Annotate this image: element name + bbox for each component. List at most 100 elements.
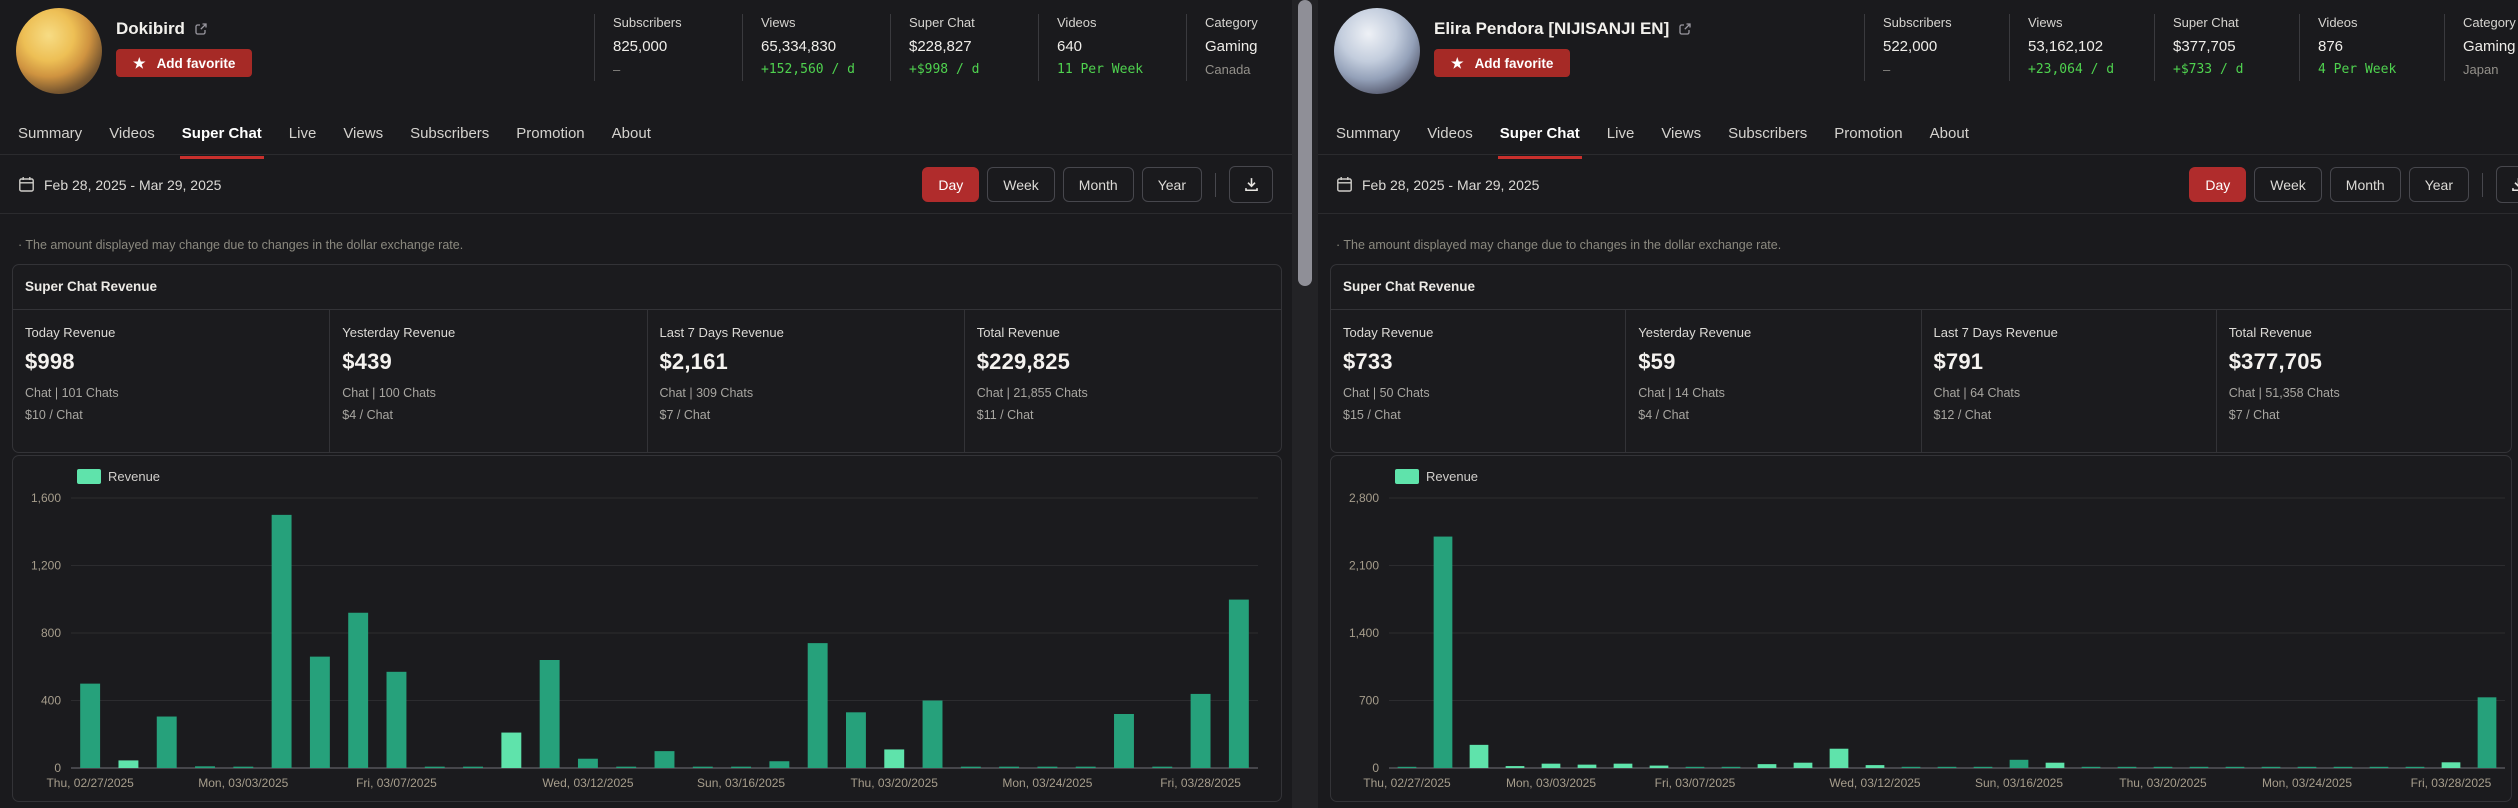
revenue-bar-03/16/2025[interactable] [731,767,751,768]
external-link-icon[interactable] [1678,22,1692,36]
revenue-bar-03/03/2025[interactable] [233,767,253,768]
scrollbar-thumb[interactable] [1298,0,1312,286]
tab-views[interactable]: Views [343,118,383,154]
revenue-bar-03/23/2025[interactable] [2262,767,2281,768]
tab-promotion[interactable]: Promotion [516,118,584,154]
range-button-week[interactable]: Week [987,167,1055,202]
range-button-month[interactable]: Month [1063,167,1134,202]
revenue-bar-03/27/2025[interactable] [1152,767,1172,768]
tab-super-chat[interactable]: Super Chat [182,118,262,154]
revenue-bar-03/06/2025[interactable] [348,613,368,768]
revenue-bar-03/13/2025[interactable] [1902,767,1921,768]
range-button-year[interactable]: Year [2409,167,2469,202]
revenue-bar-03/25/2025[interactable] [2334,767,2353,768]
revenue-bar-02/27/2025[interactable] [1398,767,1417,768]
revenue-bar-03/01/2025[interactable] [1470,745,1489,768]
chart-legend[interactable]: Revenue [1395,469,1478,484]
tab-subscribers[interactable]: Subscribers [1728,118,1807,154]
revenue-bar-03/14/2025[interactable] [1938,767,1957,768]
external-link-icon[interactable] [194,22,208,36]
revenue-bar-03/29/2025[interactable] [2478,697,2497,768]
revenue-bar-03/18/2025[interactable] [2082,767,2101,768]
revenue-bar-03/14/2025[interactable] [655,751,675,768]
revenue-bar-03/04/2025[interactable] [272,515,292,768]
revenue-bar-03/22/2025[interactable] [961,767,981,768]
revenue-bar-03/23/2025[interactable] [999,767,1019,768]
revenue-bar-03/15/2025[interactable] [1974,767,1993,768]
revenue-bar-03/04/2025[interactable] [1578,765,1597,768]
add-favorite-button[interactable]: ★ Add favorite [116,49,252,77]
revenue-bar-03/21/2025[interactable] [923,701,943,769]
revenue-bar-03/06/2025[interactable] [1650,766,1669,768]
range-button-year[interactable]: Year [1142,167,1202,202]
tab-live[interactable]: Live [1607,118,1635,154]
range-button-day[interactable]: Day [2189,167,2246,202]
tab-about[interactable]: About [1930,118,1969,154]
date-range-picker[interactable]: Feb 28, 2025 - Mar 29, 2025 [18,176,221,193]
revenue-bar-03/26/2025[interactable] [2370,767,2389,768]
revenue-bar-03/19/2025[interactable] [846,712,866,768]
channel-name[interactable]: Dokibird [116,19,185,39]
download-button[interactable] [2496,166,2518,203]
revenue-bar-03/07/2025[interactable] [387,672,407,768]
range-button-month[interactable]: Month [2330,167,2401,202]
tab-promotion[interactable]: Promotion [1834,118,1902,154]
revenue-bar-03/18/2025[interactable] [808,643,828,768]
revenue-bar-03/20/2025[interactable] [2154,767,2173,768]
revenue-bar-03/24/2025[interactable] [1037,767,1057,768]
tab-videos[interactable]: Videos [1427,118,1473,154]
range-button-day[interactable]: Day [922,167,979,202]
tab-subscribers[interactable]: Subscribers [410,118,489,154]
revenue-bar-03/11/2025[interactable] [540,660,560,768]
revenue-bar-03/20/2025[interactable] [884,749,904,768]
revenue-bar-03/17/2025[interactable] [769,761,789,768]
revenue-bar-03/17/2025[interactable] [2046,763,2065,768]
revenue-bar-02/28/2025[interactable] [1434,537,1453,768]
revenue-bar-03/21/2025[interactable] [2190,767,2209,768]
revenue-bar-03/12/2025[interactable] [1866,765,1885,768]
revenue-bar-03/12/2025[interactable] [578,759,598,768]
revenue-bar-03/03/2025[interactable] [1542,764,1561,768]
tab-super-chat[interactable]: Super Chat [1500,118,1580,154]
revenue-bar-03/08/2025[interactable] [425,767,445,768]
vertical-scrollbar[interactable] [1292,0,1318,808]
revenue-bar-03/02/2025[interactable] [195,766,215,768]
add-favorite-button[interactable]: ★ Add favorite [1434,49,1570,77]
tab-summary[interactable]: Summary [18,118,82,154]
tab-videos[interactable]: Videos [109,118,155,154]
revenue-bar-03/19/2025[interactable] [2118,767,2137,768]
revenue-bar-03/07/2025[interactable] [1686,767,1705,768]
revenue-bar-03/09/2025[interactable] [463,767,483,768]
revenue-bar-03/24/2025[interactable] [2298,767,2317,768]
channel-name[interactable]: Elira Pendora [NIJISANJI EN] [1434,19,1669,39]
revenue-bar-03/15/2025[interactable] [693,767,713,768]
tab-summary[interactable]: Summary [1336,118,1400,154]
range-button-week[interactable]: Week [2254,167,2322,202]
revenue-bar-03/28/2025[interactable] [1191,694,1211,768]
channel-avatar[interactable] [1334,8,1420,94]
tab-views[interactable]: Views [1661,118,1701,154]
date-range-picker[interactable]: Feb 28, 2025 - Mar 29, 2025 [1336,176,1539,193]
revenue-bar-03/27/2025[interactable] [2406,767,2425,768]
revenue-bar-03/26/2025[interactable] [1114,714,1134,768]
chart-legend[interactable]: Revenue [77,469,160,484]
revenue-bar-03/02/2025[interactable] [1506,766,1525,768]
revenue-bar-03/28/2025[interactable] [2442,762,2461,768]
revenue-bar-03/22/2025[interactable] [2226,767,2245,768]
revenue-bar-02/28/2025[interactable] [118,760,138,768]
revenue-bar-03/05/2025[interactable] [1614,764,1633,768]
tab-live[interactable]: Live [289,118,317,154]
revenue-bar-03/11/2025[interactable] [1830,749,1849,768]
revenue-bar-03/08/2025[interactable] [1722,767,1741,768]
revenue-bar-03/10/2025[interactable] [501,733,521,768]
revenue-bar-03/09/2025[interactable] [1758,764,1777,768]
revenue-bar-03/16/2025[interactable] [2010,760,2029,768]
revenue-bar-03/05/2025[interactable] [310,657,330,768]
revenue-bar-03/10/2025[interactable] [1794,763,1813,768]
tab-about[interactable]: About [612,118,651,154]
revenue-bar-02/27/2025[interactable] [80,684,100,768]
download-button[interactable] [1229,166,1273,203]
revenue-bar-03/25/2025[interactable] [1076,767,1096,768]
channel-avatar[interactable] [16,8,102,94]
revenue-bar-03/13/2025[interactable] [616,767,636,768]
